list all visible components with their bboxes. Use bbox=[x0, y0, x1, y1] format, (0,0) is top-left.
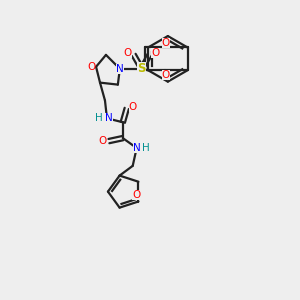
Text: N: N bbox=[116, 64, 124, 74]
Text: H: H bbox=[95, 113, 103, 123]
Text: O: O bbox=[162, 70, 170, 80]
Text: N: N bbox=[105, 113, 113, 123]
Text: O: O bbox=[152, 48, 160, 58]
Text: O: O bbox=[99, 136, 107, 146]
Text: O: O bbox=[129, 102, 137, 112]
Text: O: O bbox=[162, 38, 170, 47]
Text: N: N bbox=[133, 143, 140, 153]
Text: O: O bbox=[124, 48, 132, 58]
Text: O: O bbox=[87, 62, 95, 72]
Text: S: S bbox=[137, 62, 146, 75]
Text: H: H bbox=[142, 143, 149, 153]
Text: O: O bbox=[132, 190, 141, 200]
